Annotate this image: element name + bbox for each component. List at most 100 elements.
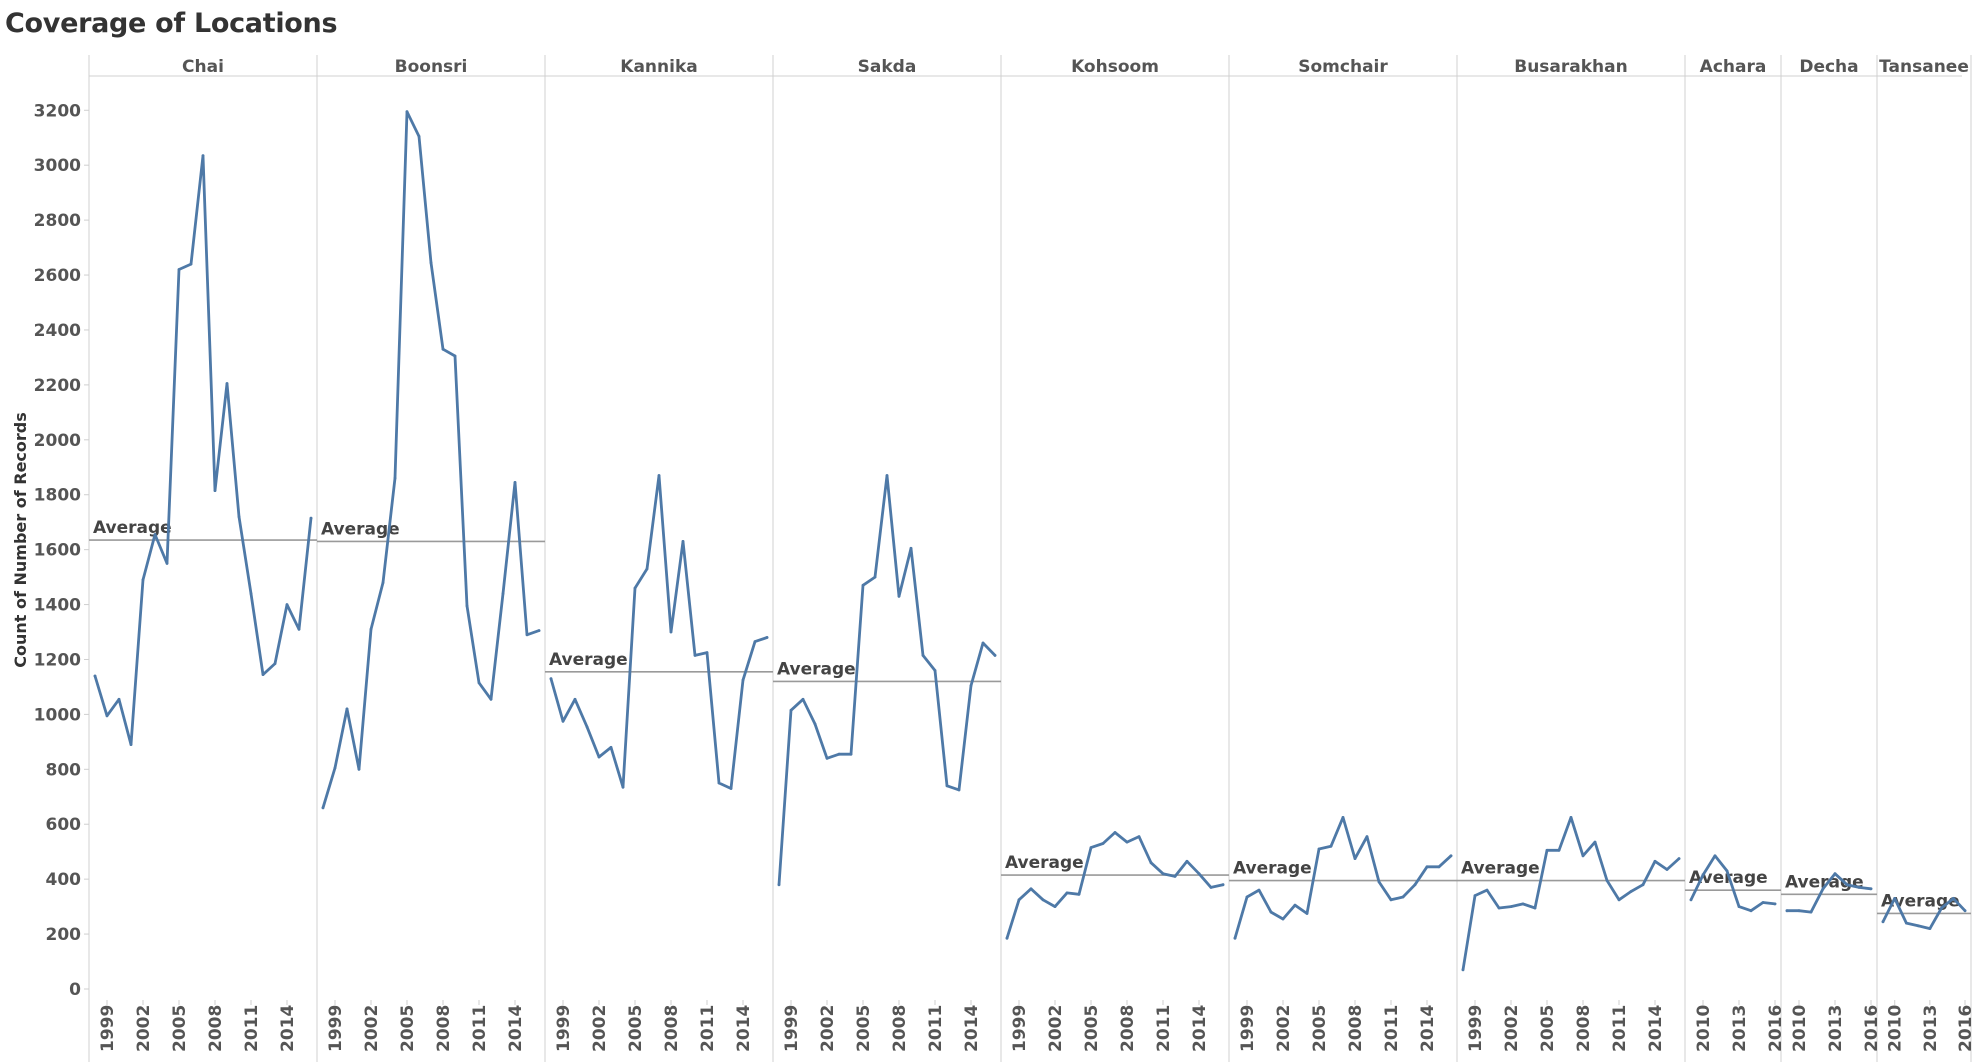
data-point [669, 630, 673, 634]
data-point [753, 640, 757, 643]
y-tick-label: 1800 [34, 486, 81, 506]
x-tick-label: 2013 [1826, 1005, 1846, 1052]
data-point [813, 722, 817, 726]
y-tick-label: 400 [46, 870, 82, 890]
data-point [1940, 906, 1943, 910]
data-point [1185, 859, 1189, 863]
data-point [405, 110, 409, 114]
data-point [597, 755, 601, 759]
data-point [429, 261, 433, 265]
data-point [1617, 898, 1621, 902]
x-tick-label: 2011 [1154, 1005, 1174, 1052]
data-point [1928, 927, 1932, 930]
data-point [1797, 909, 1801, 913]
data-point [177, 268, 181, 271]
data-point [657, 474, 661, 477]
data-point [561, 719, 565, 723]
data-point [189, 262, 193, 266]
data-point [1353, 857, 1357, 860]
data-point [1665, 868, 1669, 871]
x-tick-label: 2016 [1862, 1005, 1882, 1052]
x-tick-label: 2011 [1610, 1005, 1630, 1052]
data-point [369, 627, 373, 631]
x-tick-label: 2008 [1574, 1005, 1594, 1052]
x-tick-label: 2005 [626, 1005, 646, 1052]
data-point [849, 752, 853, 756]
data-point [117, 697, 121, 701]
data-point [261, 673, 265, 676]
data-point [1497, 906, 1501, 910]
data-point [1377, 880, 1381, 884]
x-tick-label: 2011 [242, 1005, 262, 1052]
data-point [1593, 840, 1597, 844]
data-point [1125, 840, 1129, 844]
data-point [1905, 921, 1908, 925]
data-point [729, 787, 733, 790]
data-point [513, 481, 517, 484]
data-point [1245, 895, 1249, 899]
data-point [645, 567, 649, 571]
data-point [1677, 857, 1681, 860]
x-tick-label: 1999 [98, 1005, 118, 1052]
data-point [1761, 901, 1765, 904]
y-tick-label: 2200 [34, 376, 81, 396]
x-tick-label: 2002 [1046, 1005, 1066, 1052]
data-point [525, 633, 529, 637]
data-point [1845, 883, 1849, 887]
x-tick-label: 2014 [1418, 1005, 1438, 1052]
x-tick-label: 2014 [962, 1005, 982, 1052]
data-point [165, 562, 169, 565]
data-point [1737, 905, 1741, 908]
data-point [201, 154, 205, 158]
y-tick-label: 200 [46, 925, 82, 945]
x-tick-label: 2010 [1886, 1005, 1906, 1052]
x-tick-label: 2005 [854, 1005, 874, 1052]
data-point [1485, 888, 1489, 892]
average-label: Average [549, 650, 628, 670]
series-line [93, 154, 313, 746]
y-tick-label: 0 [69, 980, 81, 1000]
average-label: Average [1881, 891, 1960, 911]
data-point [417, 135, 421, 138]
data-point [1317, 847, 1321, 851]
data-point [1869, 887, 1873, 891]
data-point [633, 586, 637, 590]
x-tick-label: 2005 [1538, 1005, 1558, 1052]
data-point [1197, 872, 1201, 876]
panel-header-label: Achara [1700, 57, 1767, 77]
x-tick-label: 2002 [1274, 1005, 1294, 1052]
data-point [1689, 898, 1693, 902]
data-point [1473, 894, 1477, 897]
data-point [237, 515, 241, 519]
data-point [717, 781, 721, 785]
data-point [537, 629, 541, 632]
x-tick-label: 2011 [698, 1005, 718, 1052]
x-tick-label: 2011 [470, 1005, 490, 1052]
y-tick-label: 2600 [34, 266, 81, 286]
x-tick-label: 2008 [434, 1005, 454, 1052]
data-point [333, 766, 337, 770]
data-point [1029, 887, 1033, 891]
data-point [213, 489, 217, 492]
panel-header-label: Chai [182, 57, 224, 77]
data-point [1785, 909, 1789, 913]
y-tick-label: 1000 [34, 705, 81, 725]
panel-somchair: Somchair Average 1999 2002 2005 2008 2011 2014 [1229, 55, 1458, 1062]
x-tick-label: 2016 [1766, 1005, 1786, 1052]
x-tick-label: 2013 [1730, 1005, 1750, 1052]
average-label: Average [1233, 859, 1312, 879]
data-point [945, 784, 949, 788]
x-tick-label: 2005 [1082, 1005, 1102, 1052]
panel-header-label: Sakda [858, 57, 917, 77]
x-tick-label: 2014 [278, 1005, 298, 1052]
data-point [129, 743, 133, 746]
data-point [1269, 910, 1273, 914]
x-tick-label: 2005 [170, 1005, 190, 1052]
data-point [1101, 842, 1105, 845]
x-tick-label: 2005 [1310, 1005, 1330, 1052]
data-point [105, 714, 109, 718]
data-point [969, 684, 973, 687]
panel-header-label: Kohsoom [1071, 57, 1159, 77]
data-point [309, 516, 313, 520]
